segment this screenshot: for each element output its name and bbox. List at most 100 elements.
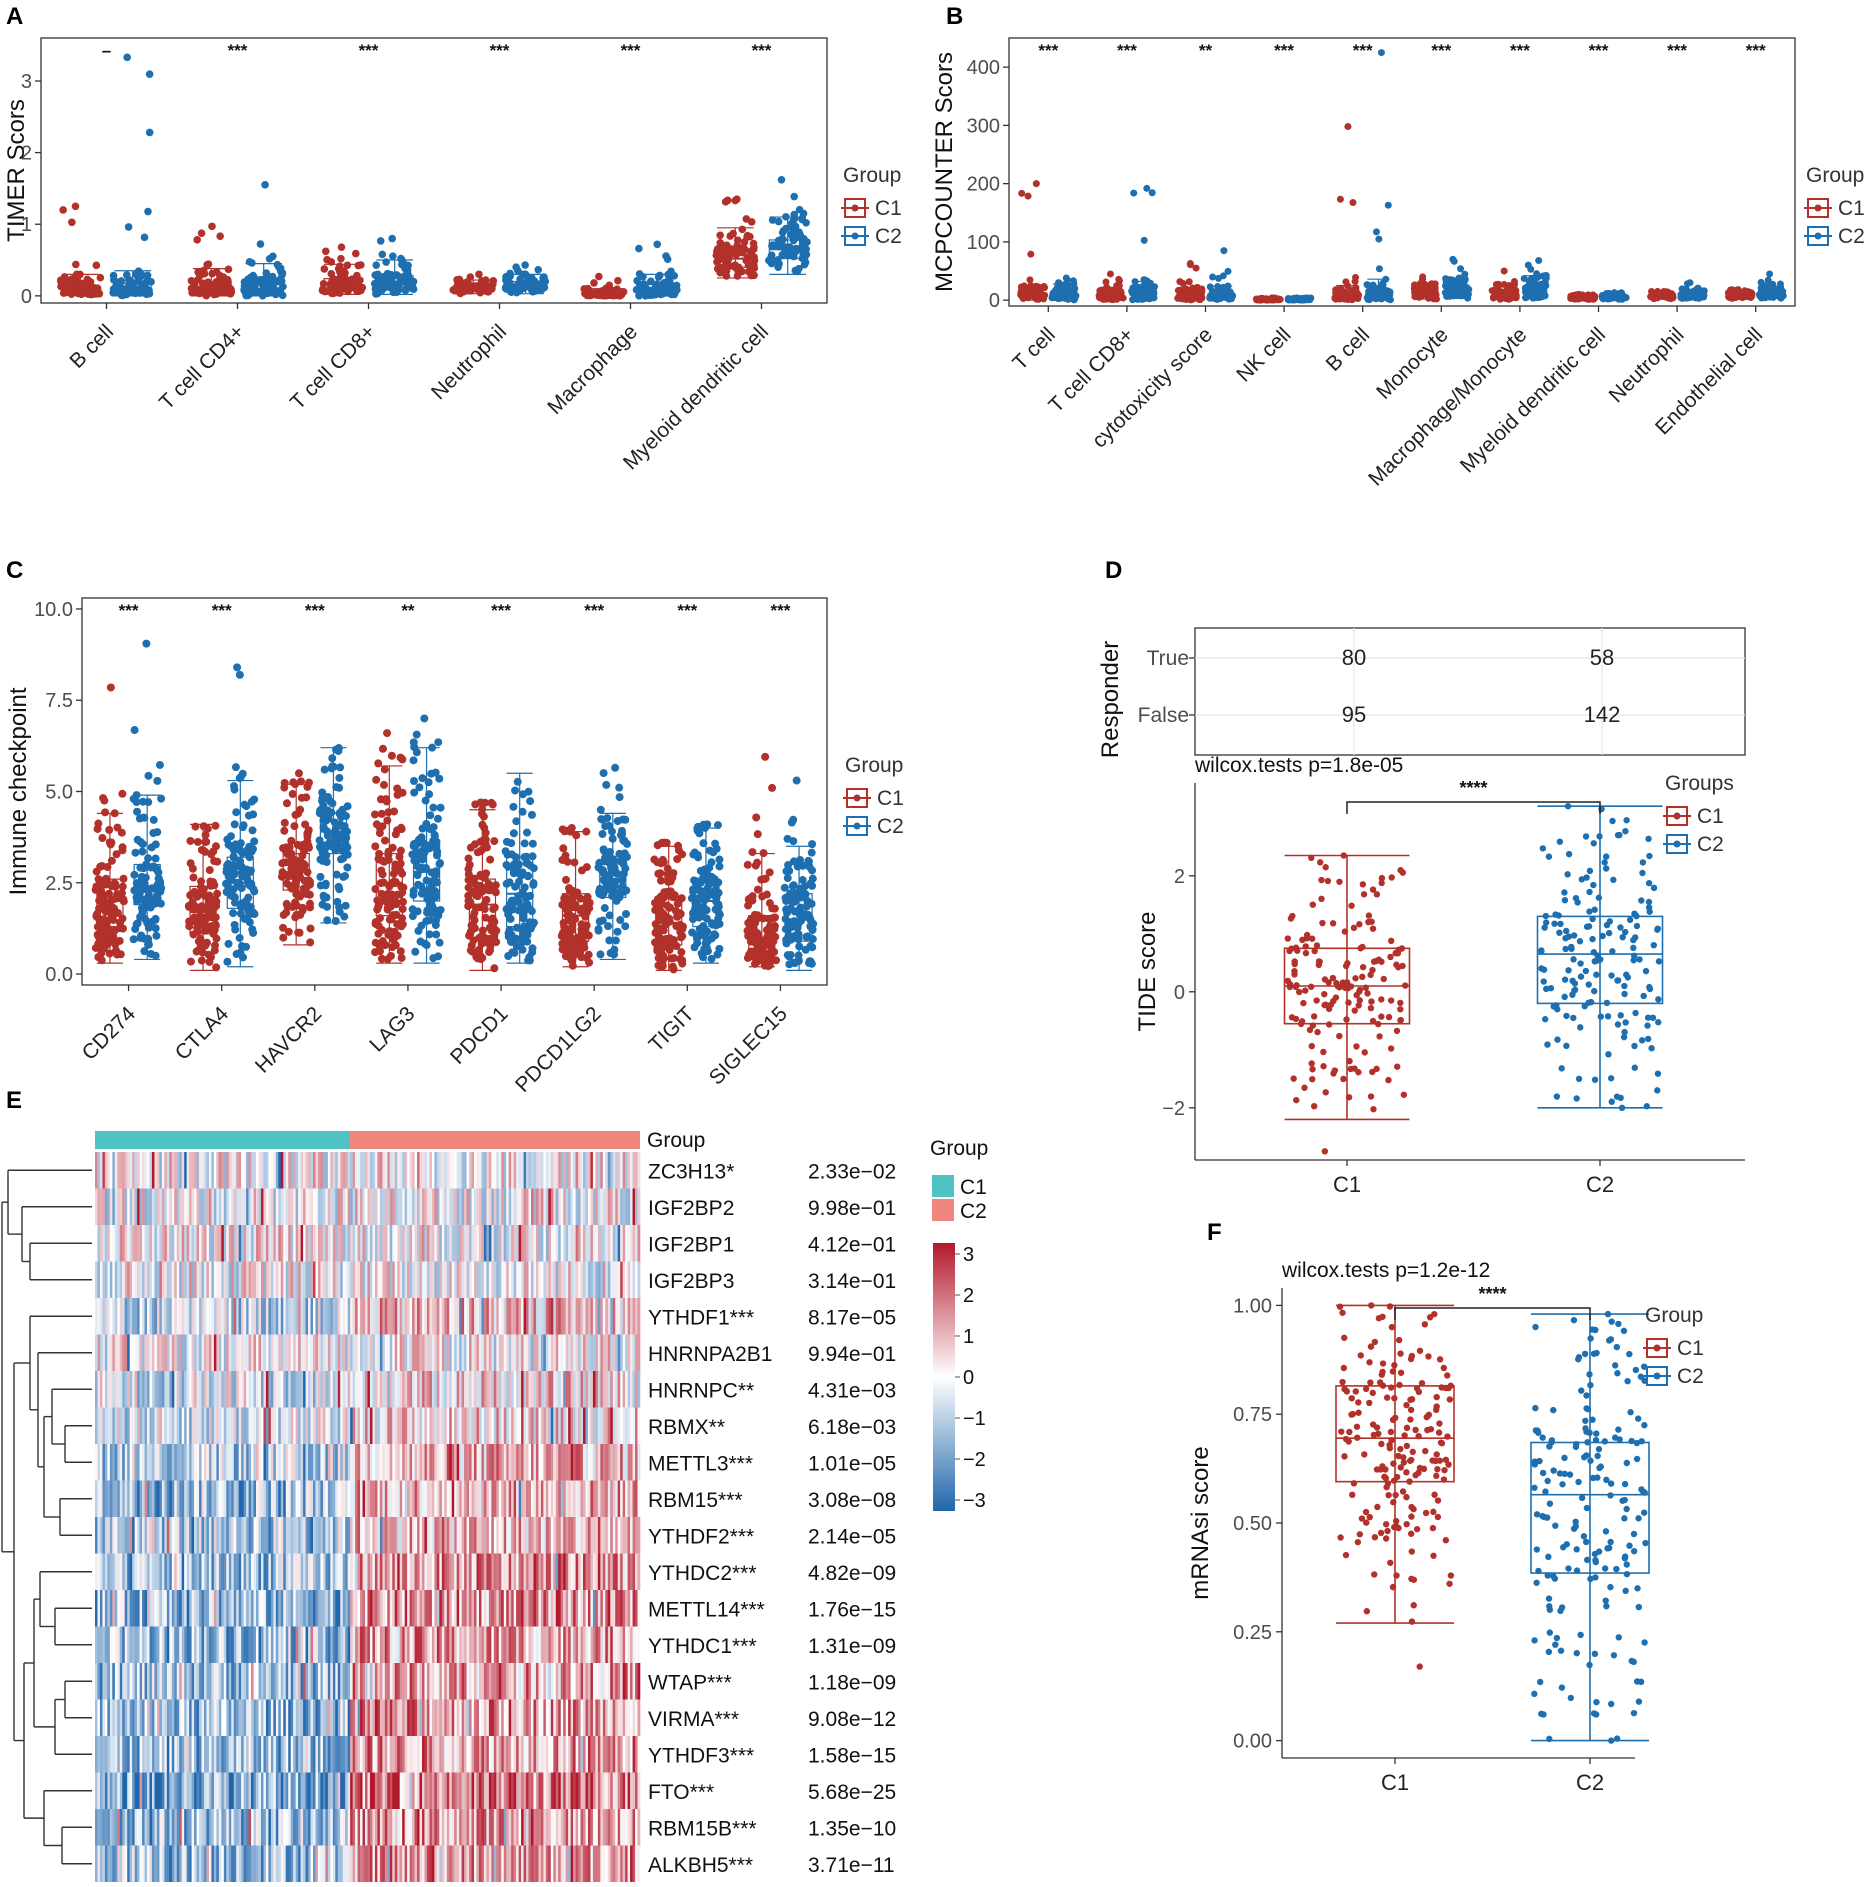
y-tick-label: 7.5 <box>45 690 73 712</box>
data-point <box>774 263 782 272</box>
data-point <box>563 857 572 866</box>
data-point <box>376 282 385 290</box>
data-point <box>1342 962 1350 970</box>
annotation-label: Group <box>647 1129 705 1152</box>
data-point <box>1539 845 1547 852</box>
data-point <box>1370 1106 1377 1113</box>
data-point <box>796 884 805 893</box>
heatmap-cell <box>119 1152 123 1189</box>
data-point <box>231 840 240 849</box>
data-point <box>393 790 402 799</box>
data-point <box>56 276 65 285</box>
data-point <box>1601 859 1608 866</box>
data-point <box>1316 859 1324 866</box>
data-point <box>1565 850 1573 858</box>
data-point <box>716 231 724 240</box>
data-point <box>244 906 253 915</box>
data-point <box>431 921 440 930</box>
heatmap-cell <box>117 1152 121 1189</box>
data-point <box>1633 922 1641 930</box>
data-point <box>418 774 427 783</box>
x-tick-label: Myeloid dendritic cell <box>1456 323 1610 477</box>
data-point <box>1591 987 1598 995</box>
data-point <box>1570 932 1578 939</box>
x-tick-label: Monocyte <box>1372 323 1453 404</box>
data-point <box>96 888 105 897</box>
data-point <box>1332 286 1340 294</box>
significance-label: *** <box>359 41 379 60</box>
data-point <box>1561 976 1569 983</box>
data-point <box>1589 935 1596 943</box>
data-point <box>1563 1042 1570 1050</box>
data-point <box>1561 993 1568 1001</box>
outlier-point <box>790 192 799 201</box>
data-point <box>528 839 537 848</box>
data-point <box>603 814 612 823</box>
heatmap-cell <box>474 1152 477 1189</box>
data-point <box>565 896 574 905</box>
table-frame <box>1194 627 1746 756</box>
heatmap-cell <box>436 1152 440 1189</box>
data-point <box>467 941 476 950</box>
data-point <box>506 914 515 923</box>
data-point <box>1541 924 1548 931</box>
data-point <box>1591 1076 1599 1083</box>
data-point <box>1373 1065 1380 1073</box>
data-point <box>144 923 153 932</box>
significance-label: *** <box>1431 41 1451 60</box>
outlier-point <box>768 783 777 792</box>
max-point <box>142 639 151 648</box>
data-point <box>665 934 674 943</box>
heatmap-cell <box>139 1152 143 1189</box>
data-point <box>523 828 532 837</box>
data-point <box>658 962 667 971</box>
data-point <box>596 950 605 959</box>
data-point <box>1554 1036 1561 1043</box>
heatmap-cell <box>189 1152 192 1189</box>
data-point <box>319 891 328 900</box>
data-point <box>107 856 116 865</box>
data-point <box>371 948 380 957</box>
data-point <box>213 889 222 898</box>
data-point <box>408 850 417 859</box>
panel-B-legend-label-C1: C1 <box>1838 197 1865 220</box>
panel-C-legend-key-dot-C2 <box>853 822 861 830</box>
data-point <box>248 826 257 835</box>
data-point <box>708 920 717 929</box>
outlier-point <box>1375 235 1383 243</box>
data-point <box>427 769 436 778</box>
heatmap-cell <box>300 1152 304 1189</box>
data-point <box>1303 931 1311 939</box>
data-point <box>111 946 120 955</box>
significance-label: *** <box>677 601 697 620</box>
data-point <box>430 832 439 841</box>
data-point <box>489 884 498 893</box>
data-point <box>1329 920 1337 927</box>
outlier-point <box>1179 280 1187 288</box>
data-point <box>146 949 155 958</box>
data-point <box>541 277 550 286</box>
outlier-point <box>534 265 543 274</box>
max-point <box>1419 273 1427 281</box>
data-point <box>306 924 315 933</box>
heatmap-cell <box>132 1152 135 1189</box>
data-point <box>464 902 473 911</box>
heatmap-cell <box>260 1152 264 1189</box>
heatmap-cell <box>223 1152 227 1189</box>
data-point <box>244 286 253 295</box>
data-point <box>1577 1024 1584 1031</box>
data-point <box>1590 881 1597 889</box>
heatmap-cell <box>156 1152 160 1189</box>
heatmap-cell <box>166 1152 170 1189</box>
data-point <box>1586 867 1594 875</box>
data-point <box>710 930 719 939</box>
data-point <box>273 260 282 269</box>
max-point <box>1766 270 1774 278</box>
data-point <box>1397 867 1404 874</box>
data-point <box>808 943 817 952</box>
data-point <box>1353 1043 1360 1050</box>
y-tick-label: 0.0 <box>45 964 73 986</box>
heatmap-cell <box>355 1152 358 1189</box>
outlier-point <box>231 763 240 772</box>
data-point <box>72 276 81 284</box>
